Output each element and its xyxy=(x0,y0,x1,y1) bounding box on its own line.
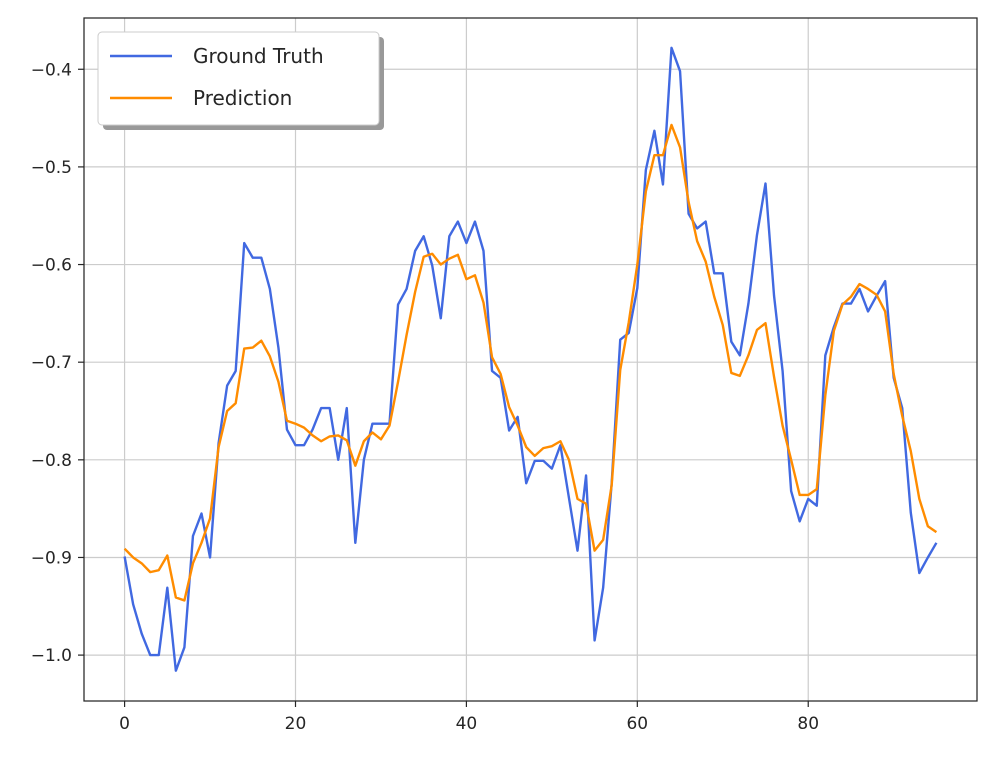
y-axis: −1.0 −0.9 −0.8 −0.7 −0.6 −0.5 −0.4 xyxy=(31,60,84,666)
series-line-ground-truth xyxy=(123,46,938,672)
x-tick-label: 60 xyxy=(626,714,648,734)
x-tick-label: 20 xyxy=(285,714,307,734)
y-tick-label: −0.6 xyxy=(31,256,72,276)
x-tick-label: 0 xyxy=(119,714,130,734)
y-tick-label: −0.9 xyxy=(31,548,72,568)
y-tick-label: −0.5 xyxy=(31,158,72,178)
legend-label-prediction: Prediction xyxy=(193,86,292,110)
y-tick-label: −1.0 xyxy=(31,646,72,666)
series-line-prediction xyxy=(123,123,938,602)
x-tick-label: 40 xyxy=(456,714,478,734)
y-tick-label: −0.7 xyxy=(31,353,72,373)
x-axis: 0 20 40 60 80 xyxy=(119,701,819,734)
legend: Ground Truth Prediction xyxy=(97,31,384,130)
plot-frame xyxy=(83,17,978,702)
y-tick-label: −0.4 xyxy=(31,60,72,80)
legend-label-ground-truth: Ground Truth xyxy=(193,44,324,68)
y-tick-label: −0.8 xyxy=(31,451,72,471)
series-lines xyxy=(123,46,938,672)
x-tick-label: 80 xyxy=(797,714,819,734)
